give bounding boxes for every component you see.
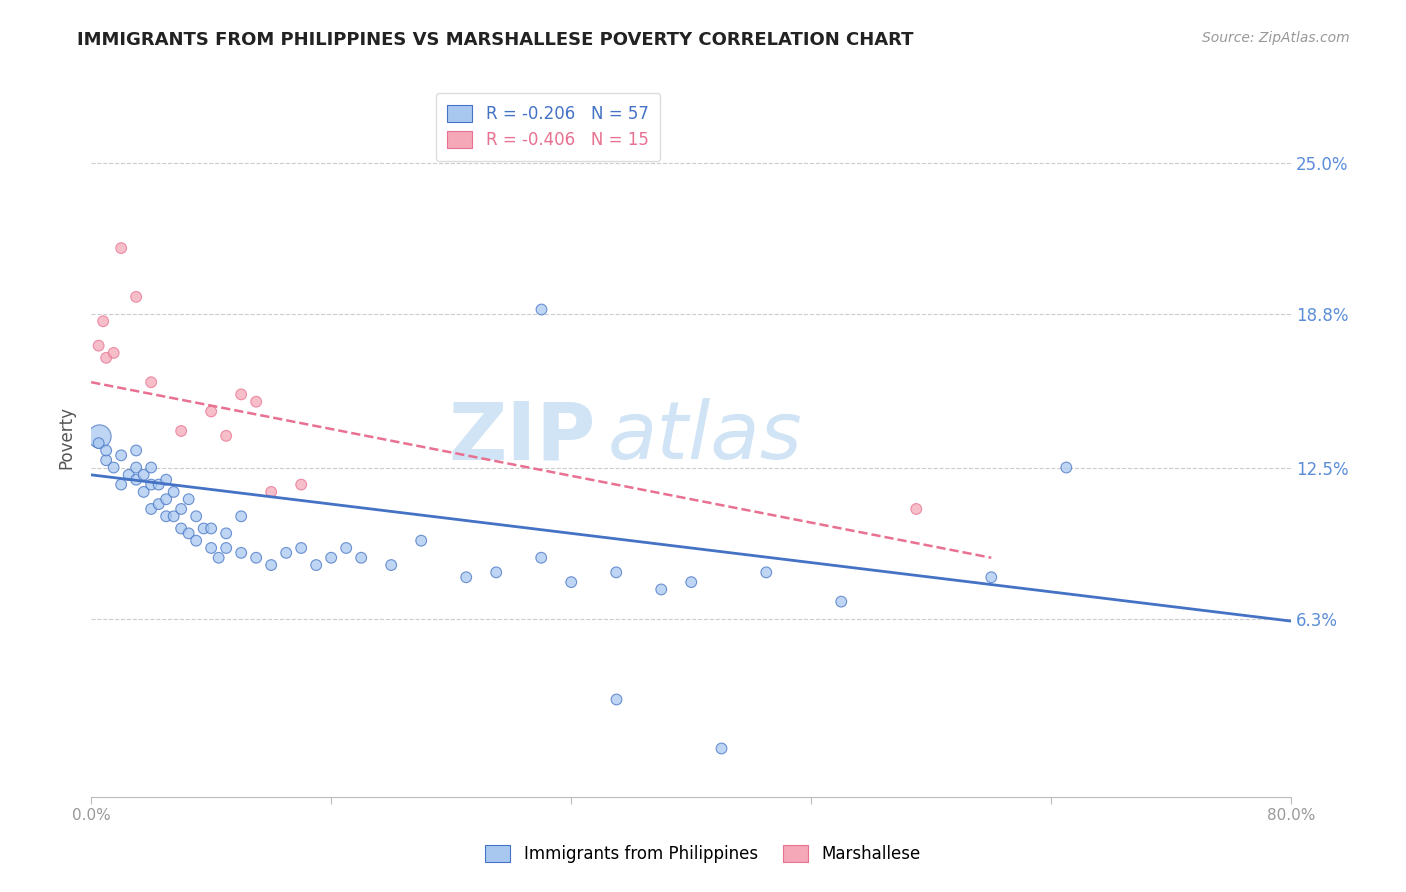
Point bbox=[681, 575, 703, 590]
Point bbox=[110, 241, 132, 255]
Point bbox=[148, 477, 170, 491]
Point bbox=[155, 509, 177, 524]
Point bbox=[125, 443, 148, 458]
Point bbox=[170, 521, 193, 535]
Point bbox=[276, 546, 298, 560]
Point bbox=[125, 460, 148, 475]
Point bbox=[980, 570, 1002, 584]
Point bbox=[177, 526, 200, 541]
Point bbox=[125, 473, 148, 487]
Point bbox=[91, 314, 114, 328]
Point bbox=[260, 484, 283, 499]
Point bbox=[200, 404, 222, 418]
Point bbox=[605, 692, 627, 706]
Point bbox=[605, 566, 627, 580]
Point bbox=[380, 558, 402, 572]
Point bbox=[245, 394, 267, 409]
Point bbox=[125, 290, 148, 304]
Point bbox=[163, 484, 186, 499]
Point bbox=[456, 570, 478, 584]
Point bbox=[755, 566, 778, 580]
Y-axis label: Poverty: Poverty bbox=[58, 406, 75, 468]
Point bbox=[830, 594, 852, 608]
Point bbox=[485, 566, 508, 580]
Point bbox=[200, 541, 222, 555]
Point bbox=[560, 575, 582, 590]
Point bbox=[155, 473, 177, 487]
Point bbox=[96, 443, 118, 458]
Point bbox=[96, 351, 118, 365]
Point bbox=[231, 387, 253, 401]
Point bbox=[186, 509, 208, 524]
Point bbox=[118, 467, 141, 482]
Point bbox=[148, 497, 170, 511]
Point bbox=[530, 550, 553, 565]
Text: Source: ZipAtlas.com: Source: ZipAtlas.com bbox=[1202, 31, 1350, 45]
Point bbox=[710, 740, 733, 755]
Point bbox=[141, 502, 163, 516]
Point bbox=[208, 550, 231, 565]
Point bbox=[110, 448, 132, 462]
Point bbox=[215, 526, 238, 541]
Point bbox=[96, 453, 118, 467]
Point bbox=[163, 509, 186, 524]
Point bbox=[650, 582, 672, 597]
Point bbox=[215, 429, 238, 443]
Point bbox=[186, 533, 208, 548]
Point bbox=[231, 546, 253, 560]
Point bbox=[411, 533, 433, 548]
Point bbox=[200, 521, 222, 535]
Point bbox=[87, 436, 110, 450]
Point bbox=[132, 484, 155, 499]
Legend: Immigrants from Philippines, Marshallese: Immigrants from Philippines, Marshallese bbox=[475, 835, 931, 873]
Point bbox=[110, 477, 132, 491]
Point bbox=[155, 492, 177, 507]
Point bbox=[321, 550, 343, 565]
Text: atlas: atlas bbox=[607, 398, 801, 476]
Point bbox=[193, 521, 215, 535]
Point bbox=[290, 541, 312, 555]
Point bbox=[141, 460, 163, 475]
Point bbox=[177, 492, 200, 507]
Point bbox=[530, 301, 553, 316]
Point bbox=[260, 558, 283, 572]
Point bbox=[103, 346, 125, 360]
Point bbox=[132, 467, 155, 482]
Point bbox=[103, 460, 125, 475]
Legend: R = -0.206   N = 57, R = -0.406   N = 15: R = -0.206 N = 57, R = -0.406 N = 15 bbox=[436, 93, 659, 161]
Text: ZIP: ZIP bbox=[449, 398, 595, 476]
Point bbox=[215, 541, 238, 555]
Point bbox=[305, 558, 328, 572]
Point bbox=[170, 424, 193, 438]
Point bbox=[87, 429, 110, 443]
Point bbox=[1054, 460, 1077, 475]
Point bbox=[245, 550, 267, 565]
Point bbox=[905, 502, 928, 516]
Point bbox=[141, 477, 163, 491]
Point bbox=[290, 477, 312, 491]
Point bbox=[350, 550, 373, 565]
Point bbox=[87, 338, 110, 352]
Point bbox=[170, 502, 193, 516]
Point bbox=[335, 541, 357, 555]
Text: IMMIGRANTS FROM PHILIPPINES VS MARSHALLESE POVERTY CORRELATION CHART: IMMIGRANTS FROM PHILIPPINES VS MARSHALLE… bbox=[77, 31, 914, 49]
Point bbox=[141, 375, 163, 389]
Point bbox=[231, 509, 253, 524]
